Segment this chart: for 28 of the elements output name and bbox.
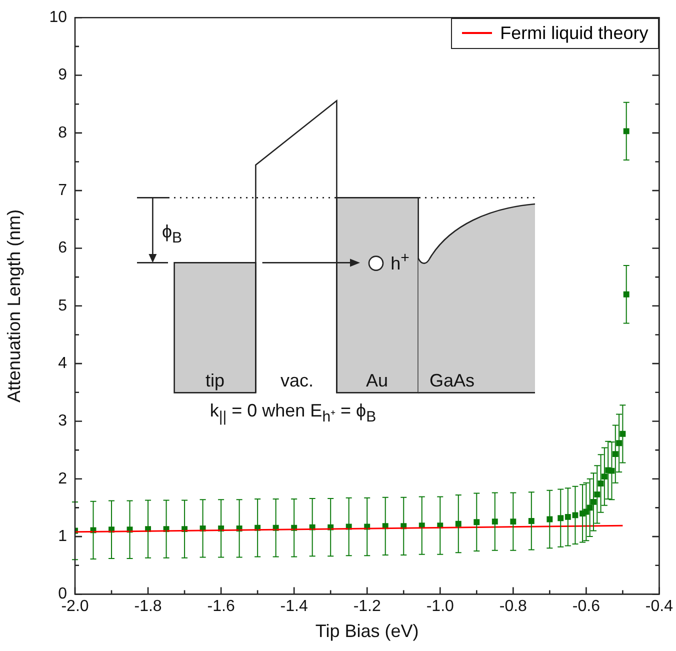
x-tick-label: -0.4 xyxy=(645,598,674,616)
x-tick-label: -1.0 xyxy=(426,598,454,616)
annotation: tip xyxy=(205,370,225,392)
y-tick-label: 8 xyxy=(58,124,68,142)
x-tick-label: -0.6 xyxy=(572,598,600,616)
annotation: h$^{+}$ xyxy=(390,250,410,274)
x-tick-label: -0.8 xyxy=(499,598,528,616)
y-tick-label: 4 xyxy=(58,354,68,372)
y-tick-label: 2 xyxy=(58,470,68,488)
x-tick-label: -1.4 xyxy=(280,598,308,616)
annotation: GaAs xyxy=(429,370,475,392)
annotation: ϕ$_{B}$ xyxy=(162,222,182,246)
x-tick-label: -1.2 xyxy=(353,598,381,616)
x-tick-label: -1.6 xyxy=(207,598,235,616)
y-tick-label: 9 xyxy=(58,66,68,84)
x-tick-label: -1.8 xyxy=(134,598,162,616)
annotation: k$_{||}$ = 0 when E$_{h⁺}$ = ϕ$_{B}$ xyxy=(210,400,376,426)
y-tick-label: 7 xyxy=(58,182,68,199)
y-tick-label: 3 xyxy=(58,412,68,430)
y-axis-title: Attenuation Length (nm) xyxy=(4,209,24,402)
annotation: vac. xyxy=(280,370,314,392)
legend-label: Fermi liquid theory xyxy=(500,22,648,44)
annotation: Au xyxy=(366,370,388,392)
x-axis-title: Tip Bias (eV) xyxy=(315,621,419,642)
y-tick-label: 5 xyxy=(58,297,68,314)
y-tick-label: 1 xyxy=(58,528,68,545)
y-tick-label: 10 xyxy=(49,9,68,26)
y-tick-label: 6 xyxy=(58,240,68,257)
